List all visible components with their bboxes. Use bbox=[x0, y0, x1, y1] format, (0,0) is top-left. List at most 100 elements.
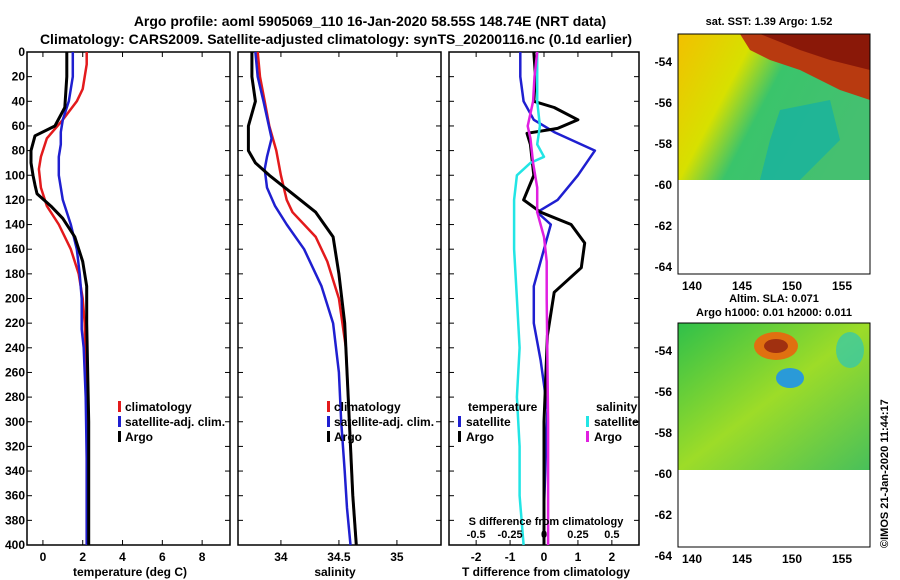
sla-low-region bbox=[836, 332, 864, 368]
legend-title-temperature: temperature bbox=[468, 400, 538, 414]
x-tick-label: 34.5 bbox=[327, 550, 351, 564]
map-y-tick-label: -64 bbox=[655, 549, 673, 563]
legend-title-salinity: salinity bbox=[596, 400, 638, 414]
s-diff-tick-label: 0.5 bbox=[604, 529, 619, 541]
depth-tick-label: 360 bbox=[5, 489, 25, 503]
depth-tick-label: 340 bbox=[5, 464, 25, 478]
x-tick-label: 8 bbox=[199, 550, 206, 564]
map-x-tick-label: 155 bbox=[832, 552, 852, 566]
legend-swatch-argo bbox=[327, 431, 330, 442]
x-tick-label: 6 bbox=[159, 550, 166, 564]
series-line-t-argo bbox=[522, 51, 587, 545]
s-diff-tick-label: 0 bbox=[541, 529, 547, 541]
depth-tick-label: 320 bbox=[5, 439, 25, 453]
x-tick-label: 0 bbox=[541, 550, 548, 564]
series-line-argo bbox=[29, 52, 91, 545]
depth-tick-label: 280 bbox=[5, 390, 25, 404]
map-y-tick-label: -58 bbox=[655, 426, 673, 440]
x-tick-label: -2 bbox=[471, 550, 482, 564]
sla-low-anomaly bbox=[776, 368, 804, 388]
map-y-tick-label: -64 bbox=[655, 260, 673, 274]
figure-title-line1: Argo profile: aoml 5905069_110 16-Jan-20… bbox=[134, 13, 606, 29]
depth-tick-label: 160 bbox=[5, 242, 25, 256]
depth-tick-label: 0 bbox=[18, 45, 25, 59]
series-line-s-argo bbox=[526, 51, 550, 545]
legend-label-argo: Argo bbox=[334, 430, 362, 444]
x-tick-label: 35 bbox=[390, 550, 404, 564]
map-y-tick-label: -62 bbox=[655, 219, 673, 233]
sst-map-ticks: 140 145 150 155 -54 -56 -58 -60 -62 -64 bbox=[655, 55, 853, 293]
map-x-tick-label: 150 bbox=[782, 279, 802, 293]
s-diff-tick-label: 0.25 bbox=[567, 529, 588, 541]
profile-lines bbox=[29, 51, 597, 546]
sst-hot-region bbox=[760, 34, 870, 70]
depth-tick-label: 100 bbox=[5, 168, 25, 182]
salinity-xtick-labels: 34 34.5 35 bbox=[274, 550, 404, 564]
map-y-tick-label: -56 bbox=[655, 385, 673, 399]
depth-tick-label: 260 bbox=[5, 365, 25, 379]
map-y-tick-label: -56 bbox=[655, 96, 673, 110]
sla-map-ticks: 140 145 150 155 -54 -56 -58 -60 -62 -64 bbox=[655, 344, 853, 566]
s-difference-xtick-labels: -0.5 -0.25 0 0.25 0.5 bbox=[467, 529, 620, 541]
legend-label-satellite: satellite-adj. clim. bbox=[334, 415, 434, 429]
map-y-tick-label: -58 bbox=[655, 137, 673, 151]
legend-swatch-s-satellite bbox=[586, 416, 589, 427]
credit-text: ©IMOS 21-Jan-2020 11:44:17 bbox=[879, 399, 891, 548]
depth-tick-label: 380 bbox=[5, 513, 25, 527]
map-y-tick-label: -60 bbox=[655, 178, 673, 192]
depth-tick-label: 180 bbox=[5, 267, 25, 281]
sla-high-core bbox=[764, 339, 788, 353]
legend-label-argo: Argo bbox=[125, 430, 153, 444]
legend-label-s-satellite: satellite bbox=[594, 415, 639, 429]
legend-swatch-argo bbox=[118, 431, 121, 442]
depth-axis-labels: 0 20 40 60 80 100 120 140 160 180 200 220 240 260 280 3… bbox=[5, 45, 25, 552]
x-tick-label: 2 bbox=[609, 550, 616, 564]
x-tick-label: 4 bbox=[119, 550, 126, 564]
sst-map-title: sat. SST: 1.39 Argo: 1.52 bbox=[706, 16, 833, 28]
x-tick-label: 0 bbox=[40, 550, 47, 564]
map-y-tick-label: -54 bbox=[655, 55, 673, 69]
x-tick-label: 2 bbox=[79, 550, 86, 564]
depth-tick-label: 300 bbox=[5, 415, 25, 429]
map-x-tick-label: 155 bbox=[832, 279, 852, 293]
depth-tick-label: 240 bbox=[5, 341, 25, 355]
sla-map-title-line1: Altim. SLA: 0.071 bbox=[729, 293, 819, 305]
series-line-satellite-adj-clim- bbox=[57, 52, 88, 545]
t-difference-axis-label: T difference from climatology bbox=[462, 565, 630, 579]
map-y-tick-label: -62 bbox=[655, 508, 673, 522]
legend-label-t-satellite: satellite bbox=[466, 415, 511, 429]
depth-tick-label: 400 bbox=[5, 538, 25, 552]
sla-map-title-line2: Argo h1000: 0.01 h2000: 0.011 bbox=[696, 307, 852, 319]
legend-swatch-climatology bbox=[118, 401, 121, 412]
legend-swatch-s-argo bbox=[586, 431, 589, 442]
salinity-axis-label: salinity bbox=[314, 565, 356, 579]
map-y-tick-label: -54 bbox=[655, 344, 673, 358]
legend-swatch-satellite bbox=[118, 416, 121, 427]
s-diff-tick-label: -0.25 bbox=[498, 529, 523, 541]
x-tick-label: -1 bbox=[505, 550, 516, 564]
figure-title-line2: Climatology: CARS2009. Satellite-adjuste… bbox=[40, 31, 632, 47]
s-difference-axis-label: S difference from climatology bbox=[469, 516, 625, 528]
legend-swatch-satellite bbox=[327, 416, 330, 427]
temperature-legend: climatology satellite-adj. clim. Argo bbox=[118, 400, 225, 444]
depth-tick-label: 200 bbox=[5, 292, 25, 306]
s-diff-tick-label: -0.5 bbox=[467, 529, 486, 541]
x-tick-label: 34 bbox=[274, 550, 288, 564]
map-x-tick-label: 140 bbox=[682, 552, 702, 566]
temperature-axis-label: temperature (deg C) bbox=[73, 565, 187, 579]
series-line-satellite-adj-clim- bbox=[254, 51, 352, 546]
map-x-tick-label: 140 bbox=[682, 279, 702, 293]
x-tick-label: 1 bbox=[575, 550, 582, 564]
difference-legend: temperature satellite Argo salinity sate… bbox=[458, 400, 639, 444]
legend-label-climatology: climatology bbox=[125, 400, 192, 414]
depth-tick-label: 20 bbox=[12, 70, 26, 84]
legend-swatch-t-satellite bbox=[458, 416, 461, 427]
map-x-tick-label: 150 bbox=[782, 552, 802, 566]
sla-map bbox=[677, 322, 871, 548]
series-line-t-satellite bbox=[519, 52, 597, 545]
legend-label-t-argo: Argo bbox=[466, 430, 494, 444]
sla-map-frame bbox=[677, 322, 871, 548]
difference-xtick-labels: -2 -1 0 1 2 bbox=[471, 550, 616, 564]
legend-swatch-climatology bbox=[327, 401, 330, 412]
depth-tick-label: 140 bbox=[5, 218, 25, 232]
